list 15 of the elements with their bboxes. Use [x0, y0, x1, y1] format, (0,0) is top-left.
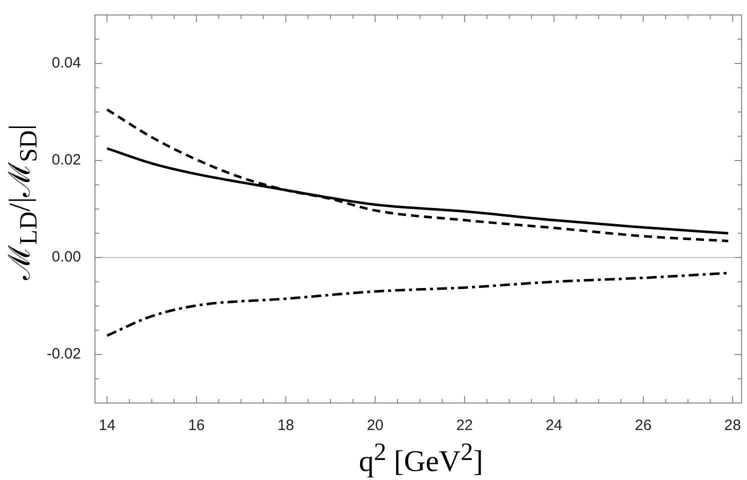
x-tick-label: 28: [724, 417, 741, 434]
y-tick-label: 0.04: [52, 54, 81, 72]
x-tick-label: 14: [98, 417, 116, 434]
x-tick-label: 24: [546, 417, 562, 434]
x-tick-label: 26: [634, 417, 652, 434]
x-tick-label: 20: [366, 417, 384, 434]
x-axis-title: q$^{2}$ [GeV$^{2}$]: [358, 438, 484, 480]
line-series: [106, 272, 730, 337]
x-tick-label: 16: [188, 417, 205, 434]
y-tick-label: 0.00: [52, 248, 81, 266]
y-tick-label: 0.02: [52, 152, 81, 169]
x-tick-label: 18: [277, 417, 294, 434]
y-tick-label: -0.02: [46, 346, 81, 363]
x-tick-label: 22: [456, 417, 473, 434]
line-series: [106, 108, 730, 242]
